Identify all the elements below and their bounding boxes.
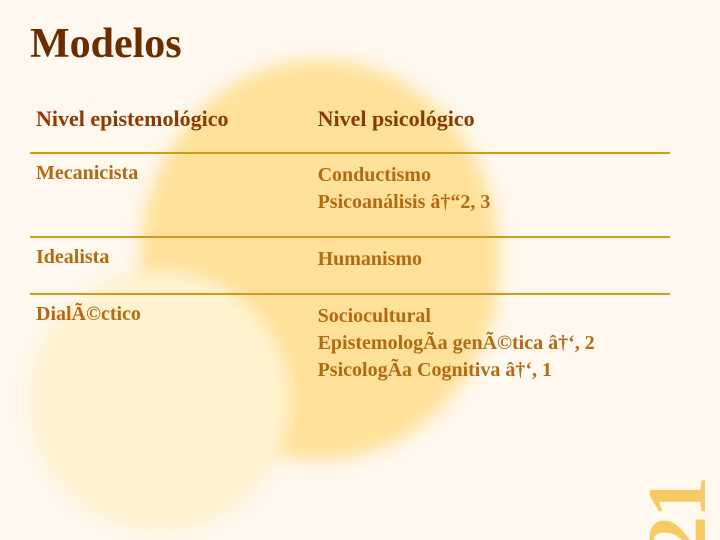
- cell-epistemologico: Idealista: [30, 237, 312, 294]
- cell-line: Sociocultural: [318, 303, 660, 330]
- col-header-epistemologico: Nivel epistemológico: [30, 98, 312, 153]
- cell-line: Conductismo: [318, 162, 660, 189]
- cell-epistemologico: Mecanicista: [30, 153, 312, 237]
- table-row: Mecanicista Conductismo Psicoanálisis â†…: [30, 153, 670, 237]
- cell-psicologico: Conductismo Psicoanálisis â†“2, 3: [312, 153, 670, 237]
- watermark: PA121: [629, 478, 720, 540]
- slide: PA121 Modelos Nivel epistemológico Nivel…: [0, 0, 720, 540]
- table-header-row: Nivel epistemológico Nivel psicológico: [30, 98, 670, 153]
- cell-psicologico: Sociocultural EpistemologÃ­a genÃ©tica â…: [312, 294, 670, 404]
- cell-psicologico: Humanismo: [312, 237, 670, 294]
- cell-line: EpistemologÃ­a genÃ©tica â†‘, 2: [318, 330, 660, 357]
- table-row: Idealista Humanismo: [30, 237, 670, 294]
- cell-epistemologico: DialÃ©ctico: [30, 294, 312, 404]
- cell-line: PsicologÃ­a Cognitiva â†‘, 1: [318, 357, 660, 384]
- page-title: Modelos: [30, 20, 690, 68]
- cell-line: Psicoanálisis â†“2, 3: [318, 189, 660, 216]
- col-header-psicologico: Nivel psicológico: [312, 98, 670, 153]
- cell-line: Humanismo: [318, 246, 660, 273]
- table-row: DialÃ©ctico Sociocultural EpistemologÃ­a…: [30, 294, 670, 404]
- models-table: Nivel epistemológico Nivel psicológico M…: [30, 98, 670, 404]
